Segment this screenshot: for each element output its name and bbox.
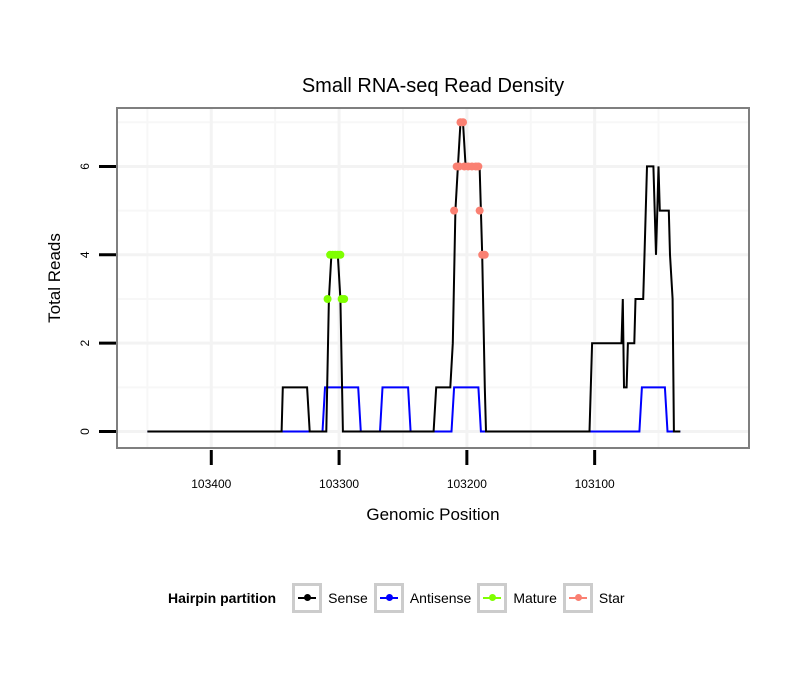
series-star	[450, 118, 489, 259]
y-axis-title: Total Reads	[45, 233, 64, 323]
y-tick-label: 0	[78, 428, 92, 435]
legend-key-mature	[477, 583, 508, 613]
legend-item-mature: Mature	[477, 583, 557, 613]
mature-point	[323, 294, 332, 303]
y-tick-label: 6	[78, 163, 92, 170]
x-tick-label: 103200	[447, 477, 487, 491]
legend-label-sense: Sense	[328, 590, 368, 606]
mature-point	[340, 294, 349, 303]
legend-label-antisense: Antisense	[409, 590, 472, 606]
plot-panel	[116, 107, 750, 449]
y-tick-label: 4	[78, 251, 92, 258]
mature-point	[336, 250, 345, 259]
legend-key-antisense	[373, 583, 404, 613]
x-axis: 103400 103300 103200 103100	[191, 450, 615, 491]
legend-label-mature: Mature	[513, 590, 557, 606]
series-mature	[323, 250, 349, 303]
chart-title: Small RNA-seq Read Density	[302, 75, 564, 97]
star-point	[450, 206, 459, 215]
legend-item-antisense: Antisense	[373, 583, 472, 613]
legend-item-star: Star	[562, 583, 625, 613]
legend-key-sense	[292, 583, 323, 613]
star-point	[480, 250, 489, 259]
legend-label-star: Star	[598, 590, 625, 606]
legend-item-sense: Sense	[292, 583, 368, 613]
star-point	[475, 206, 484, 215]
series-layer	[147, 118, 681, 433]
x-tick-label: 103300	[319, 477, 359, 491]
star-point	[459, 118, 468, 127]
x-tick-label: 103400	[191, 477, 231, 491]
legend-title: Hairpin partition	[168, 590, 277, 606]
x-axis-title: Genomic Position	[366, 505, 499, 524]
y-tick-label: 2	[78, 340, 92, 347]
legend: Hairpin partition Sense Antisense Mature…	[168, 578, 631, 618]
grid-lines	[118, 109, 748, 447]
star-point	[474, 162, 483, 171]
y-axis: 0 2 4 6	[78, 163, 116, 435]
legend-key-star	[562, 583, 593, 613]
x-tick-label: 103100	[575, 477, 615, 491]
